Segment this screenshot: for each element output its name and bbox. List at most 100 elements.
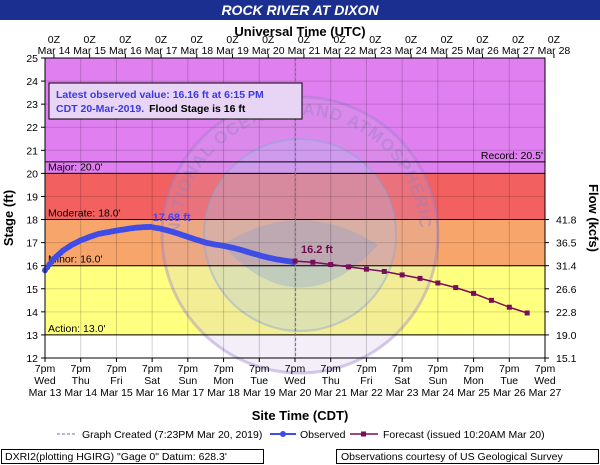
watermark-inner-ring bbox=[203, 138, 397, 332]
site-tick-date: Mar 14 bbox=[64, 387, 97, 399]
site-tick-date: Mar 16 bbox=[136, 387, 169, 399]
site-tick-day: Fri bbox=[360, 375, 372, 387]
plot-frame bbox=[44, 57, 546, 359]
site-tick-time: 7pm bbox=[178, 363, 199, 375]
site-tick-date: Mar 18 bbox=[207, 387, 240, 399]
site-tick-time: 7pm bbox=[35, 363, 56, 375]
utc-tick-date: Mar 22 bbox=[323, 45, 356, 57]
utc-tick-time: 0Z bbox=[334, 34, 347, 46]
forecast-point bbox=[488, 297, 494, 303]
site-tick-day: Mon bbox=[463, 375, 484, 387]
site-tick-time: 7pm bbox=[535, 363, 556, 375]
site-tick-date: Mar 15 bbox=[100, 387, 133, 399]
legend: Graph Created (7:23PM Mar 20, 2019) Obse… bbox=[57, 429, 545, 441]
info-box-rect bbox=[48, 82, 303, 120]
flow-tick-label: 26.6 bbox=[556, 284, 577, 296]
footer-left-text: DXRI2(plotting HGIRG) "Gage 0" Datum: 62… bbox=[5, 451, 227, 463]
site-tick-day: Fri bbox=[110, 375, 122, 387]
flow-axis-label: Flow (kcfs) bbox=[586, 184, 600, 252]
forecast-point bbox=[399, 272, 405, 278]
forecast-point bbox=[506, 304, 512, 310]
site-tick-date: Mar 13 bbox=[29, 387, 62, 399]
site-tick-time: 7pm bbox=[356, 363, 377, 375]
utc-tick-time: 0Z bbox=[119, 34, 132, 46]
stage-axis-label: Stage (ft) bbox=[1, 190, 16, 246]
site-tick-day: Sat bbox=[394, 375, 410, 387]
category-label-major: Major: 20.0' bbox=[48, 161, 103, 173]
stage-tick-label: 22 bbox=[26, 122, 38, 134]
forecast-point bbox=[453, 285, 459, 291]
stage-tick-label: 23 bbox=[26, 99, 38, 111]
site-tick-date: Mar 19 bbox=[243, 387, 276, 399]
info-line-2: CDT 20-Mar-2019. Flood Stage is 16 ft bbox=[56, 103, 246, 115]
utc-tick-time: 0Z bbox=[155, 34, 168, 46]
stage-tick-label: 19 bbox=[26, 191, 38, 203]
flow-tick-label: 36.5 bbox=[556, 238, 577, 250]
site-tick-time: 7pm bbox=[499, 363, 520, 375]
utc-tick-date: Mar 18 bbox=[180, 45, 213, 57]
category-label-action: Action: 13.0' bbox=[48, 323, 105, 335]
forecast-point bbox=[471, 290, 477, 296]
utc-tick-date: Mar 24 bbox=[395, 45, 428, 57]
forecast-point bbox=[435, 280, 441, 286]
stage-tick-label: 13 bbox=[26, 330, 38, 342]
flood-category-lines: Record: 20.5' Major: 20.0' Moderate: 18.0'… bbox=[45, 150, 545, 336]
site-tick-day: Tue bbox=[250, 375, 268, 387]
footer-right-text: Observations courtesy of US Geological S… bbox=[341, 451, 564, 463]
utc-tick-date: Mar 19 bbox=[216, 45, 249, 57]
site-tick-date: Mar 17 bbox=[172, 387, 205, 399]
site-tick-day: Wed bbox=[534, 375, 556, 387]
category-label-minor: Minor: 16.0' bbox=[48, 254, 103, 266]
site-tick-day: Mon bbox=[213, 375, 234, 387]
forecast-point bbox=[417, 275, 423, 281]
utc-tick-time: 0Z bbox=[441, 34, 454, 46]
major-band bbox=[45, 173, 545, 220]
forecast-line bbox=[294, 260, 528, 314]
utc-tick-time: 0Z bbox=[84, 34, 97, 46]
site-tick-date: Mar 26 bbox=[493, 387, 526, 399]
utc-tick-time: 0Z bbox=[262, 34, 275, 46]
action-band bbox=[45, 334, 545, 358]
site-tick-date: Mar 27 bbox=[529, 387, 562, 399]
stage-ticks: 12 13 14 15 16 17 18 19 20 21 22 23 24 25 bbox=[26, 53, 45, 365]
site-tick-time: 7pm bbox=[428, 363, 449, 375]
utc-tick-time: 0Z bbox=[405, 34, 418, 46]
site-tick-day: Sat bbox=[144, 375, 160, 387]
site-tick-time: 7pm bbox=[213, 363, 234, 375]
utc-tick-date: Mar 21 bbox=[288, 45, 321, 57]
title-bar bbox=[0, 0, 600, 20]
series-layer: 17.68 ft 16.2 ft bbox=[42, 58, 530, 358]
info-line-2a: CDT 20-Mar-2019. bbox=[56, 103, 144, 115]
legend-observed-label: Observed bbox=[300, 429, 346, 441]
legend-graph-created-label: Graph Created (7:23PM Mar 20, 2019) bbox=[82, 429, 262, 441]
site-tick-day: Sun bbox=[429, 375, 448, 387]
info-box: Latest observed value: 16.16 ft at 6:15 … bbox=[48, 82, 303, 120]
stage-tick-label: 17 bbox=[26, 238, 38, 250]
stage-tick-label: 12 bbox=[26, 353, 38, 365]
site-tick-time: 7pm bbox=[392, 363, 413, 375]
legend-forecast-label: Forecast (issued 10:20AM Mar 20) bbox=[383, 429, 545, 441]
footer-right-box bbox=[336, 449, 599, 464]
utc-tick-time: 0Z bbox=[476, 34, 489, 46]
utc-axis-label: Universal Time (UTC) bbox=[234, 24, 365, 39]
forecast-point bbox=[310, 259, 316, 265]
stage-tick-label: 16 bbox=[26, 261, 38, 273]
flow-tick-label: 19.0 bbox=[556, 330, 577, 342]
flow-tick-label: 22.8 bbox=[556, 307, 577, 319]
site-time-axis-label: Site Time (CDT) bbox=[252, 408, 349, 423]
site-tick-date: Mar 21 bbox=[314, 387, 347, 399]
utc-tick-time: 0Z bbox=[548, 34, 561, 46]
utc-tick-date: Mar 16 bbox=[109, 45, 142, 57]
info-line-2b: Flood Stage is 16 ft bbox=[149, 103, 246, 115]
stage-tick-label: 14 bbox=[26, 307, 38, 319]
utc-tick-time: 0Z bbox=[369, 34, 382, 46]
record-major-band bbox=[45, 161, 545, 174]
site-tick-time: 7pm bbox=[70, 363, 91, 375]
watermark-bird-shape bbox=[222, 220, 378, 288]
stage-tick-label: 18 bbox=[26, 215, 38, 227]
utc-tick-date: Mar 25 bbox=[430, 45, 463, 57]
utc-tick-date: Mar 20 bbox=[252, 45, 285, 57]
forecast-start-label: 16.2 ft bbox=[301, 244, 333, 256]
